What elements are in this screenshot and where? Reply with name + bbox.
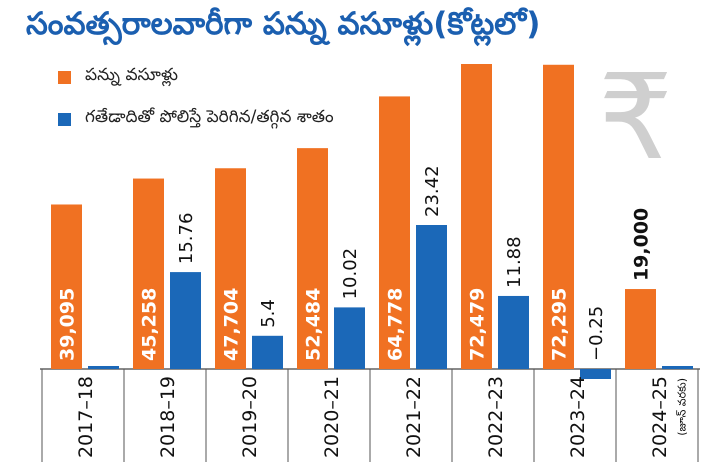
collection-bar	[379, 96, 410, 369]
category-label: 2017–18	[75, 376, 97, 458]
category-label: 2019–20	[239, 376, 261, 458]
change-value-label: 5.4	[258, 299, 279, 328]
collection-bar	[215, 168, 246, 369]
change-value-label: 11.88	[504, 236, 525, 288]
change-bar	[334, 307, 365, 369]
legend: పన్ను వసూళ్లు గతేడాదితో పోలిస్తే పెరిగిన…	[58, 65, 334, 150]
collection-bar	[625, 289, 656, 369]
category-note: (జూన్ వరకు)	[676, 378, 689, 436]
change-value-label: 10.02	[340, 248, 361, 300]
collection-bar	[543, 64, 574, 369]
category-label: 2021–22	[403, 376, 425, 458]
change-bar	[252, 335, 283, 369]
change-bar	[662, 366, 693, 369]
change-bar	[170, 272, 201, 369]
legend-label-change: గతేడాదితో పోలిస్తే పెరిగిన/తగ్గిన శాతం	[85, 107, 334, 127]
collection-value-label: 39,095	[57, 288, 79, 361]
category-label: 2020–21	[321, 376, 343, 458]
collection-bar	[461, 64, 492, 369]
legend-item-collections: పన్ను వసూళ్లు	[58, 65, 334, 88]
category-label: 2018–19	[157, 376, 179, 458]
change-bar	[498, 295, 529, 369]
legend-item-change: గతేడాదితో పోలిస్తే పెరిగిన/తగ్గిన శాతం	[58, 107, 334, 130]
legend-label-collections: పన్ను వసూళ్లు	[85, 65, 178, 85]
collection-value-label: 72,295	[549, 288, 571, 361]
legend-swatch-collections	[58, 70, 71, 84]
collection-value-label: 47,704	[221, 288, 243, 361]
collection-value-label: 52,484	[303, 288, 325, 361]
collection-bar	[297, 148, 328, 369]
change-value-label: 23.42	[422, 165, 443, 217]
collection-value-label: 72,479	[467, 288, 489, 361]
change-bar	[416, 225, 447, 369]
category-label: 2022–23	[485, 376, 507, 458]
rupee-icon: ₹	[598, 48, 674, 186]
collection-value-label: 45,258	[139, 288, 161, 361]
collection-bar	[133, 178, 164, 369]
category-label: 2023–24	[567, 376, 589, 458]
change-bar	[580, 369, 611, 379]
change-value-label: 15.76	[176, 213, 197, 265]
collection-value-label: 19,000	[631, 208, 653, 281]
chart-title: సంవత్సరాలవారీగా పన్ను వసూళ్లు(కోట్లలో)	[26, 6, 541, 42]
collection-value-label: 64,778	[385, 288, 407, 361]
legend-swatch-change	[58, 112, 71, 126]
change-value-label: −0.25	[586, 306, 607, 361]
change-bar	[88, 366, 119, 369]
category-label: 2024–25	[649, 376, 671, 458]
collection-bar	[51, 204, 82, 369]
